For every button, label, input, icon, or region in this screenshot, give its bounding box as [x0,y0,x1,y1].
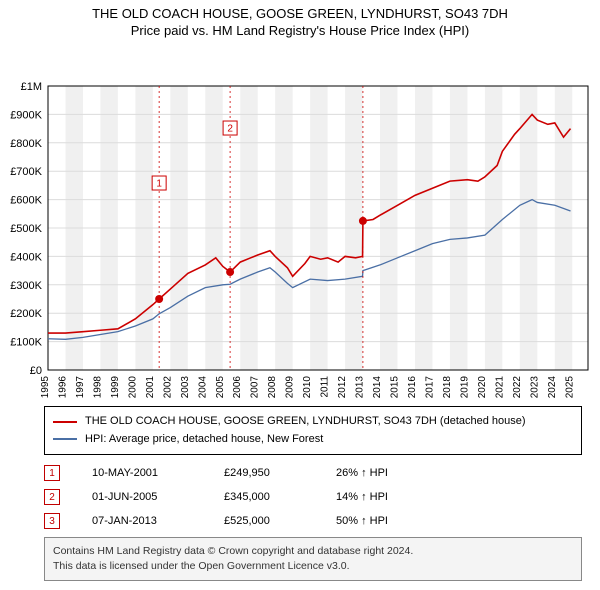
transaction-date: 10-MAY-2001 [92,467,192,479]
svg-text:2009: 2009 [285,376,296,398]
svg-text:2000: 2000 [127,376,138,398]
svg-text:£500K: £500K [10,223,42,235]
transaction-date: 01-JUN-2005 [92,491,192,503]
svg-text:2015: 2015 [390,376,401,398]
chart-svg: £0 £100K £200K £300K £400K £500K £600K £700K £80… [0,38,600,398]
svg-text:£700K: £700K [10,166,42,178]
transaction-price: £249,950 [224,467,304,479]
svg-text:1: 1 [156,179,162,190]
legend-label: HPI: Average price, detached house, New … [85,431,323,449]
svg-text:2018: 2018 [442,376,453,398]
legend-swatch [53,438,77,440]
svg-text:2008: 2008 [267,376,278,398]
svg-text:1996: 1996 [57,376,68,398]
svg-text:2001: 2001 [145,376,156,398]
svg-text:2025: 2025 [564,376,575,398]
svg-text:2011: 2011 [320,376,331,398]
transaction-price: £345,000 [224,491,304,503]
table-row: 1 10-MAY-2001 £249,950 26% ↑ HPI [44,461,582,485]
svg-text:£0: £0 [30,365,42,377]
svg-text:2004: 2004 [197,376,208,398]
svg-text:2002: 2002 [162,376,173,398]
transaction-diff: 26% ↑ HPI [336,467,436,479]
svg-text:£600K: £600K [10,195,42,207]
svg-text:2023: 2023 [529,376,540,398]
transaction-diff: 14% ↑ HPI [336,491,436,503]
svg-text:2006: 2006 [232,376,243,398]
footer-line-2: This data is licensed under the Open Gov… [53,559,573,574]
svg-text:1995: 1995 [40,376,51,398]
svg-text:2007: 2007 [250,376,261,398]
svg-text:1998: 1998 [92,376,103,398]
svg-text:2021: 2021 [494,376,505,398]
transaction-price: £525,000 [224,515,304,527]
transaction-marker: 1 [44,465,60,481]
svg-text:£1M: £1M [21,81,42,93]
svg-text:£200K: £200K [10,308,42,320]
svg-text:2012: 2012 [337,376,348,398]
chart-container: THE OLD COACH HOUSE, GOOSE GREEN, LYNDHU… [0,0,600,581]
svg-text:2003: 2003 [180,376,191,398]
title-line-2: Price paid vs. HM Land Registry's House … [0,23,600,38]
titles: THE OLD COACH HOUSE, GOOSE GREEN, LYNDHU… [0,0,600,38]
svg-text:2014: 2014 [372,376,383,398]
svg-text:2010: 2010 [302,376,313,398]
table-row: 2 01-JUN-2005 £345,000 14% ↑ HPI [44,485,582,509]
footer-attribution: Contains HM Land Registry data © Crown c… [44,537,582,580]
svg-text:£300K: £300K [10,280,42,292]
svg-text:1999: 1999 [110,376,121,398]
svg-text:£900K: £900K [10,109,42,121]
legend-row: HPI: Average price, detached house, New … [53,431,573,449]
legend: THE OLD COACH HOUSE, GOOSE GREEN, LYNDHU… [44,406,582,455]
svg-text:2013: 2013 [355,376,366,398]
svg-text:2022: 2022 [512,376,523,398]
transaction-diff: 50% ↑ HPI [336,515,436,527]
svg-text:2019: 2019 [459,376,470,398]
svg-text:2005: 2005 [215,376,226,398]
svg-text:£100K: £100K [10,337,42,349]
legend-swatch [53,421,77,423]
svg-text:2017: 2017 [424,376,435,398]
transaction-marker: 2 [44,489,60,505]
title-line-1: THE OLD COACH HOUSE, GOOSE GREEN, LYNDHU… [0,6,600,21]
svg-text:1997: 1997 [75,376,86,398]
table-row: 3 07-JAN-2013 £525,000 50% ↑ HPI [44,509,582,533]
transaction-date: 07-JAN-2013 [92,515,192,527]
transaction-marker: 3 [44,513,60,529]
svg-text:2: 2 [227,124,233,135]
chart-area: £0 £100K £200K £300K £400K £500K £600K £700K £80… [0,38,600,398]
svg-text:£400K: £400K [10,251,42,263]
footer-line-1: Contains HM Land Registry data © Crown c… [53,544,573,559]
transactions-table: 1 10-MAY-2001 £249,950 26% ↑ HPI 2 01-JU… [44,461,582,533]
svg-text:£800K: £800K [10,138,42,150]
svg-text:2016: 2016 [407,376,418,398]
legend-label: THE OLD COACH HOUSE, GOOSE GREEN, LYNDHU… [85,413,526,431]
svg-text:2024: 2024 [547,376,558,398]
svg-text:2020: 2020 [477,376,488,398]
legend-row: THE OLD COACH HOUSE, GOOSE GREEN, LYNDHU… [53,413,573,431]
